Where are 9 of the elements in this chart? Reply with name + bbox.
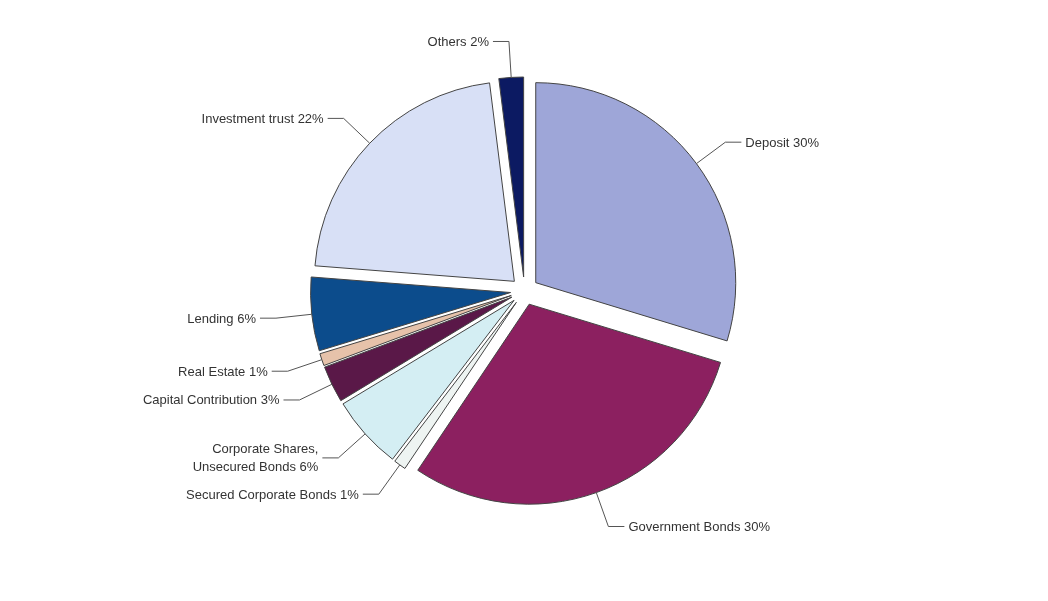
slice-label: Real Estate 1% [178, 363, 269, 379]
slice-label: Investment trust 22% [201, 110, 325, 126]
slice-label: Corporate Shares, Unsecured Bonds 6% [192, 441, 319, 475]
slice-label: Capital Contribution 3% [142, 392, 280, 408]
slice-label: Government Bonds 30% [628, 519, 771, 535]
slice-label: Secured Corporate Bonds 1% [186, 486, 360, 502]
slice-label: Deposit 30% [745, 134, 820, 150]
slice-label: Lending 6% [187, 310, 257, 326]
slice-label: Others 2% [427, 33, 490, 49]
